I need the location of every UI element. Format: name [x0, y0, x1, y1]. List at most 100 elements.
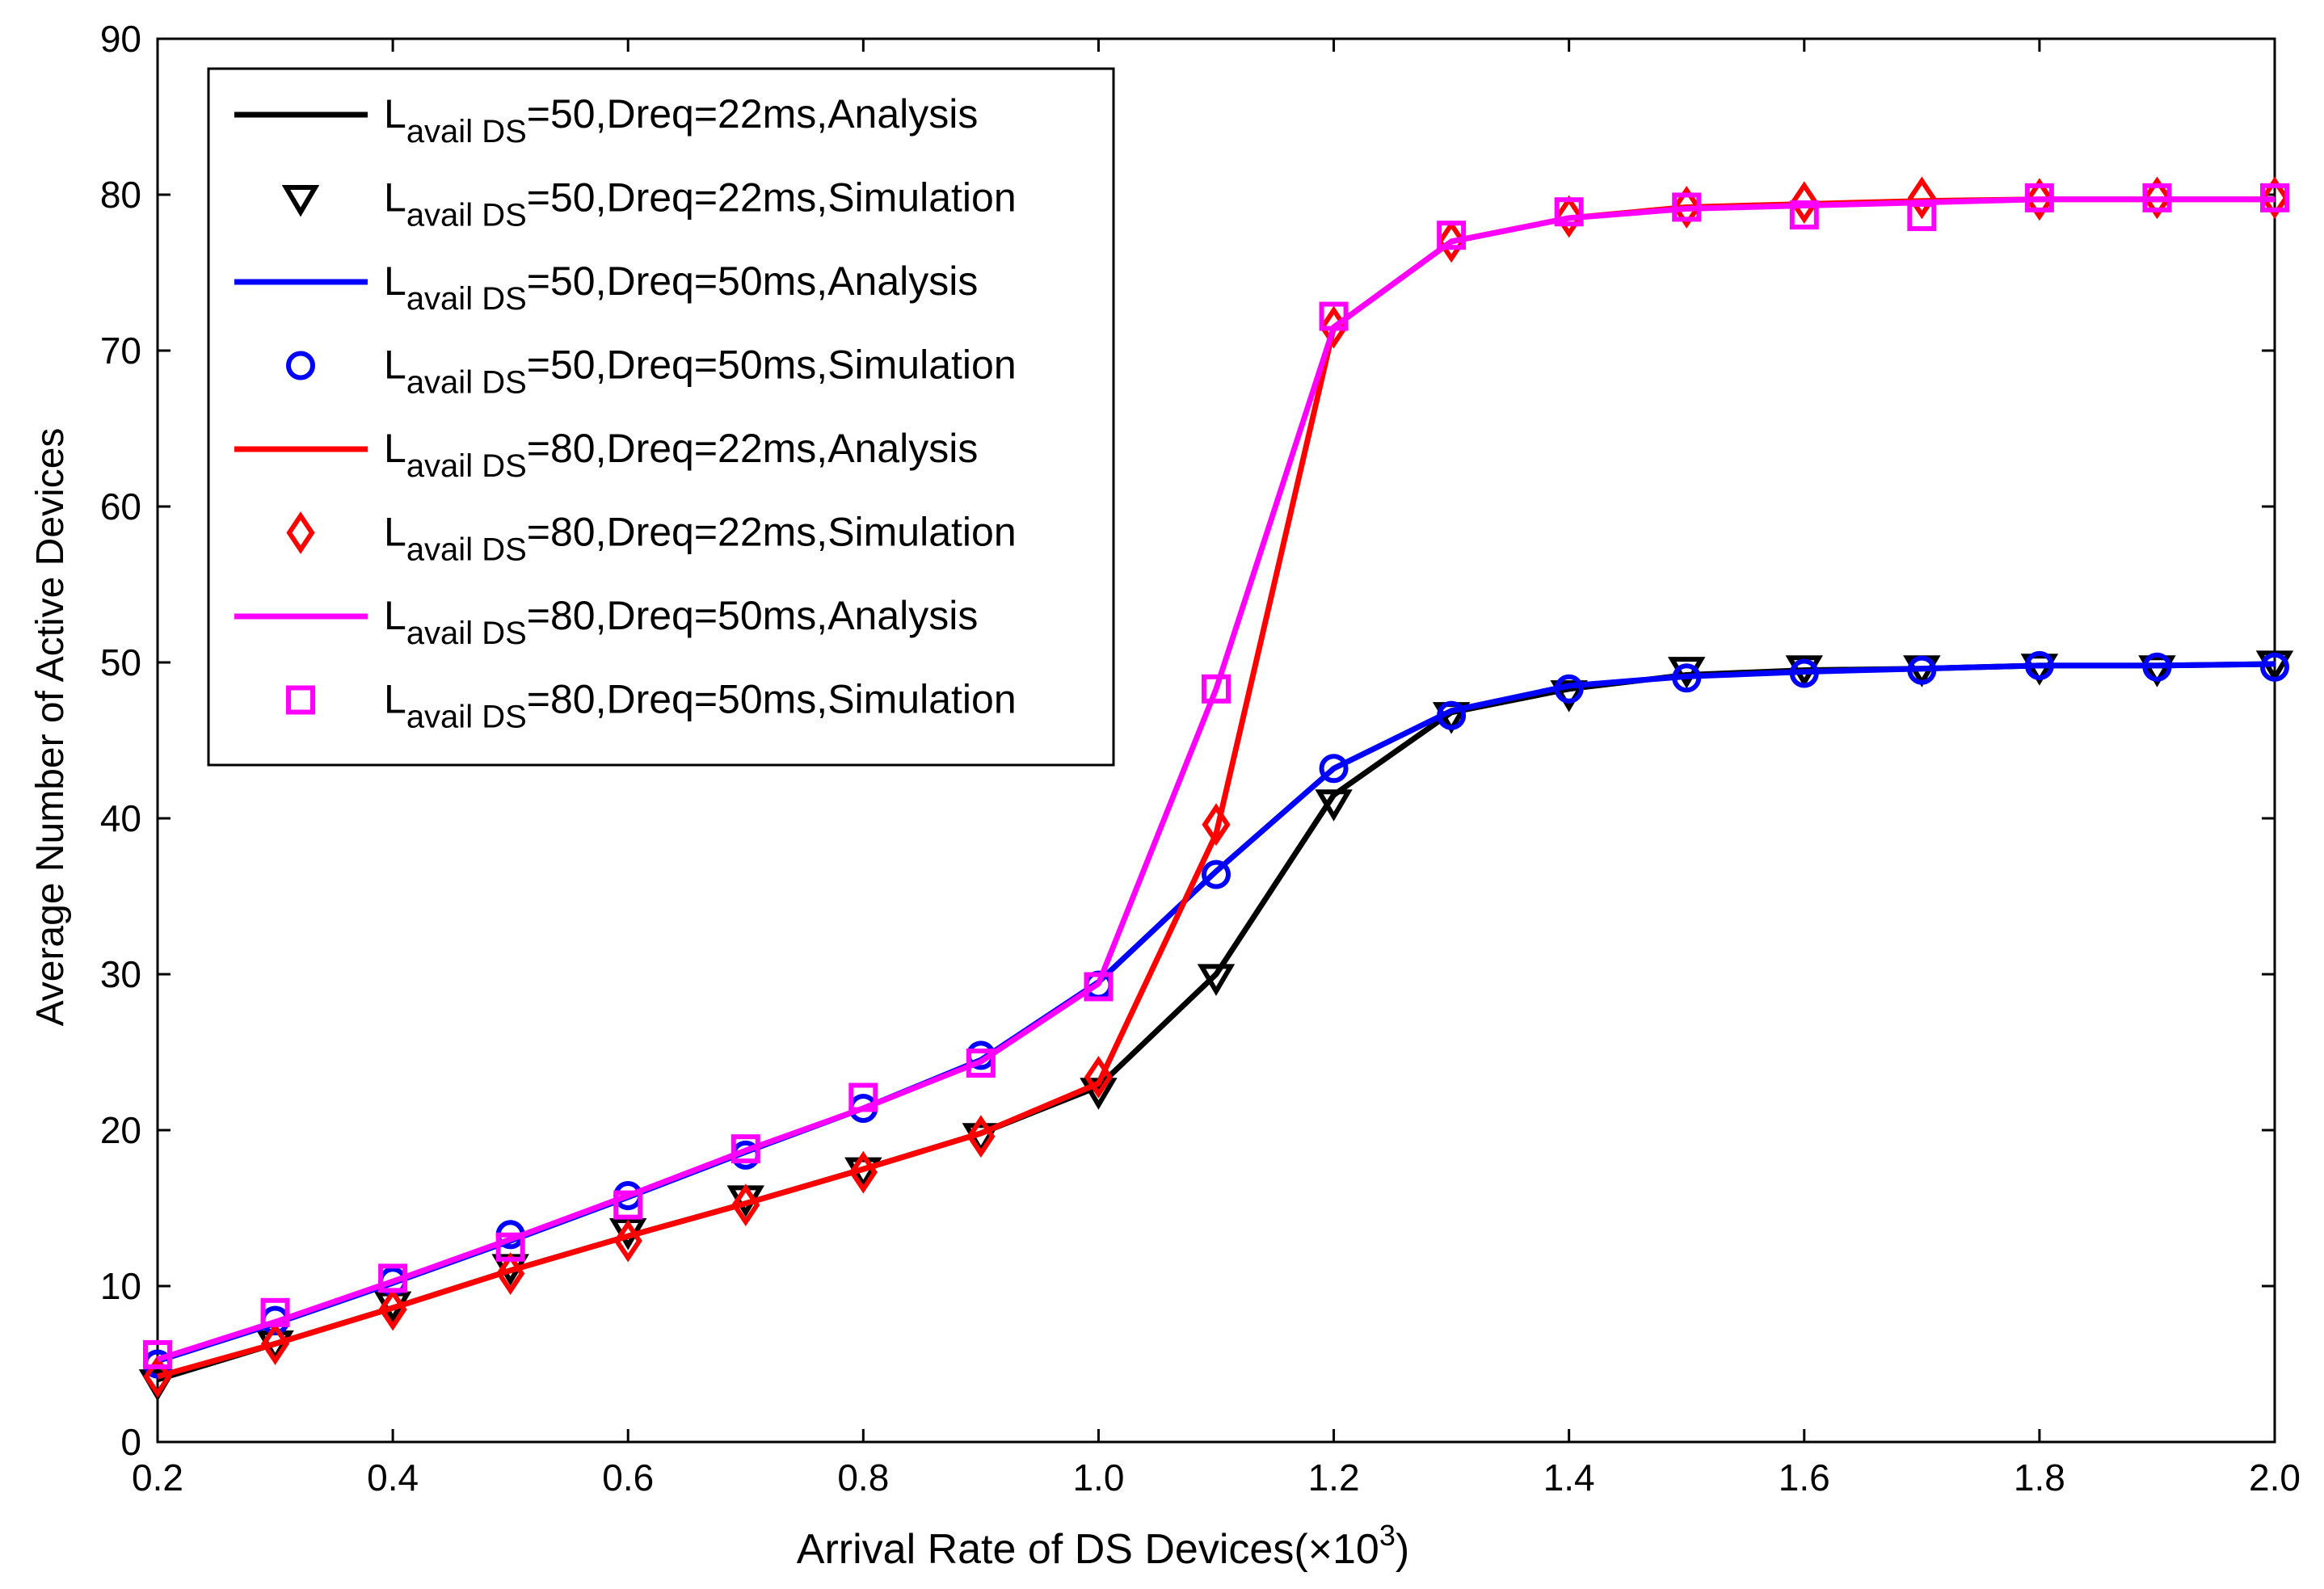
- data-point: [2024, 183, 2054, 212]
- data-point: [1907, 655, 1937, 685]
- legend-label: Lavail DS=50,Dreq=50ms,Simulation: [384, 343, 1017, 401]
- x-tick-label: 0.6: [602, 1457, 654, 1499]
- legend-label-l: L: [384, 175, 406, 221]
- x-axis-label: Arrival Rate of DS Devices(×103): [797, 1519, 1409, 1573]
- legend-label-rest: =80,Dreq=50ms,Analysis: [527, 593, 979, 638]
- legend-label-rest: =50,Dreq=22ms,Simulation: [527, 175, 1017, 221]
- legend-swatch-marker: [281, 185, 320, 217]
- legend-label-l: L: [384, 510, 406, 555]
- x-tick-label: 0.8: [837, 1457, 889, 1499]
- data-point: [966, 1115, 996, 1158]
- legend-label-l: L: [384, 593, 406, 638]
- data-point: [613, 1190, 643, 1220]
- data-point: [1672, 186, 1701, 229]
- data-point: [1202, 860, 1231, 889]
- x-tick-label: 1.0: [1072, 1457, 1124, 1499]
- data-point: [1554, 674, 1584, 704]
- series-layer: [138, 176, 2294, 1402]
- legend-label-subscript: avail DS: [406, 532, 527, 568]
- legend-label-subscript: avail DS: [406, 616, 527, 651]
- data-point: [1907, 202, 1937, 232]
- data-point: [731, 1183, 760, 1227]
- data-point: [2260, 183, 2289, 212]
- legend-entry: Lavail DS=50,Dreq=22ms,Simulation: [281, 175, 1017, 233]
- legend-label: Lavail DS=50,Dreq=22ms,Analysis: [384, 91, 978, 149]
- data-point: [1437, 221, 1467, 250]
- data-point: [2260, 652, 2289, 682]
- x-tick-label: 0.4: [367, 1457, 419, 1499]
- data-point: [1084, 972, 1114, 1002]
- data-point: [1202, 674, 1231, 704]
- y-tick-label: 60: [100, 486, 141, 528]
- data-point: [1437, 700, 1467, 730]
- data-point: [2142, 652, 2172, 682]
- data-point: [2138, 655, 2176, 687]
- data-point: [2260, 176, 2289, 220]
- data-point: [613, 1219, 642, 1263]
- legend-label: Lavail DS=80,Dreq=50ms,Analysis: [384, 593, 978, 651]
- data-point: [496, 1252, 525, 1295]
- data-point: [1672, 663, 1702, 693]
- legend-label: Lavail DS=80,Dreq=22ms,Simulation: [384, 510, 1017, 568]
- data-point: [260, 1297, 290, 1327]
- x-tick-label: 1.4: [1543, 1457, 1595, 1499]
- data-point: [1907, 176, 1936, 220]
- legend-label-subscript: avail DS: [406, 448, 527, 484]
- y-tick-label: 20: [100, 1109, 141, 1151]
- data-point: [848, 1150, 878, 1194]
- axis-ticks: 0.2 0.4 0.6 0.8 1.0 1.2 1.4 1.6 1.8 2.0 0 10 20 30 40 5…: [100, 18, 2301, 1499]
- y-tick-label: 30: [100, 953, 141, 995]
- data-point: [1437, 220, 1466, 263]
- legend-entry: Lavail DS=80,Dreq=50ms,Simulation: [286, 677, 1017, 735]
- plot-border: [156, 37, 2276, 1444]
- legend-entry: Lavail DS=50,Dreq=50ms,Simulation: [286, 343, 1017, 401]
- data-point: [1315, 789, 1353, 822]
- data-point: [495, 1232, 525, 1262]
- plot-frame: [156, 37, 2276, 1444]
- data-point: [2025, 178, 2054, 221]
- y-tick-label: 80: [100, 174, 141, 216]
- legend-swatch-marker: [286, 685, 315, 715]
- legend-label: Lavail DS=80,Dreq=22ms,Analysis: [384, 426, 978, 484]
- y-tick-label: 70: [100, 330, 141, 372]
- legend-entry: Lavail DS=80,Dreq=22ms,Analysis: [234, 426, 978, 484]
- data-point: [1197, 964, 1236, 996]
- legend-label: Lavail DS=80,Dreq=50ms,Simulation: [384, 677, 1017, 735]
- y-tick-label: 90: [100, 18, 141, 60]
- data-point: [378, 1288, 407, 1331]
- legend-entry: Lavail DS=50,Dreq=22ms,Analysis: [234, 91, 978, 149]
- legend-label-rest: =80,Dreq=22ms,Analysis: [527, 426, 979, 471]
- legend-label-rest: =50,Dreq=50ms,Simulation: [527, 343, 1017, 388]
- data-point: [730, 1134, 760, 1164]
- legend-entry: Lavail DS=80,Dreq=22ms,Simulation: [286, 510, 1017, 568]
- legend-swatch-marker: [286, 351, 315, 380]
- y-axis-label: Average Number of Active Devices: [29, 428, 72, 1027]
- legend-label-subscript: avail DS: [406, 700, 527, 735]
- legend-label-l: L: [384, 343, 406, 388]
- y-tick-label: 50: [100, 641, 141, 683]
- legend-label-subscript: avail DS: [406, 198, 527, 233]
- legend-label-l: L: [384, 677, 406, 722]
- legend-label-rest: =80,Dreq=50ms,Simulation: [527, 677, 1017, 722]
- legend-label: Lavail DS=50,Dreq=50ms,Analysis: [384, 259, 978, 317]
- legend-swatch-marker: [286, 511, 315, 554]
- data-point: [1319, 301, 1349, 331]
- data-point: [966, 1049, 996, 1078]
- legend-label-subscript: avail DS: [406, 365, 527, 401]
- data-point: [1789, 200, 1819, 230]
- legend-label-subscript: avail DS: [406, 114, 527, 149]
- y-tick-label: 40: [100, 797, 141, 839]
- legend-label: Lavail DS=50,Dreq=22ms,Simulation: [384, 175, 1017, 233]
- data-point: [2142, 176, 2172, 220]
- x-axis-label-superscript: 3: [1379, 1519, 1396, 1552]
- x-tick-label: 1.8: [2014, 1457, 2065, 1499]
- legend-label-subscript: avail DS: [406, 281, 527, 317]
- x-tick-label: 2.0: [2249, 1457, 2301, 1499]
- legend-label-l: L: [384, 91, 406, 137]
- legend-entry: Lavail DS=80,Dreq=50ms,Analysis: [234, 593, 978, 651]
- x-tick-label: 1.2: [1308, 1457, 1360, 1499]
- x-tick-label: 1.6: [1779, 1457, 1830, 1499]
- y-tick-label: 0: [120, 1421, 141, 1463]
